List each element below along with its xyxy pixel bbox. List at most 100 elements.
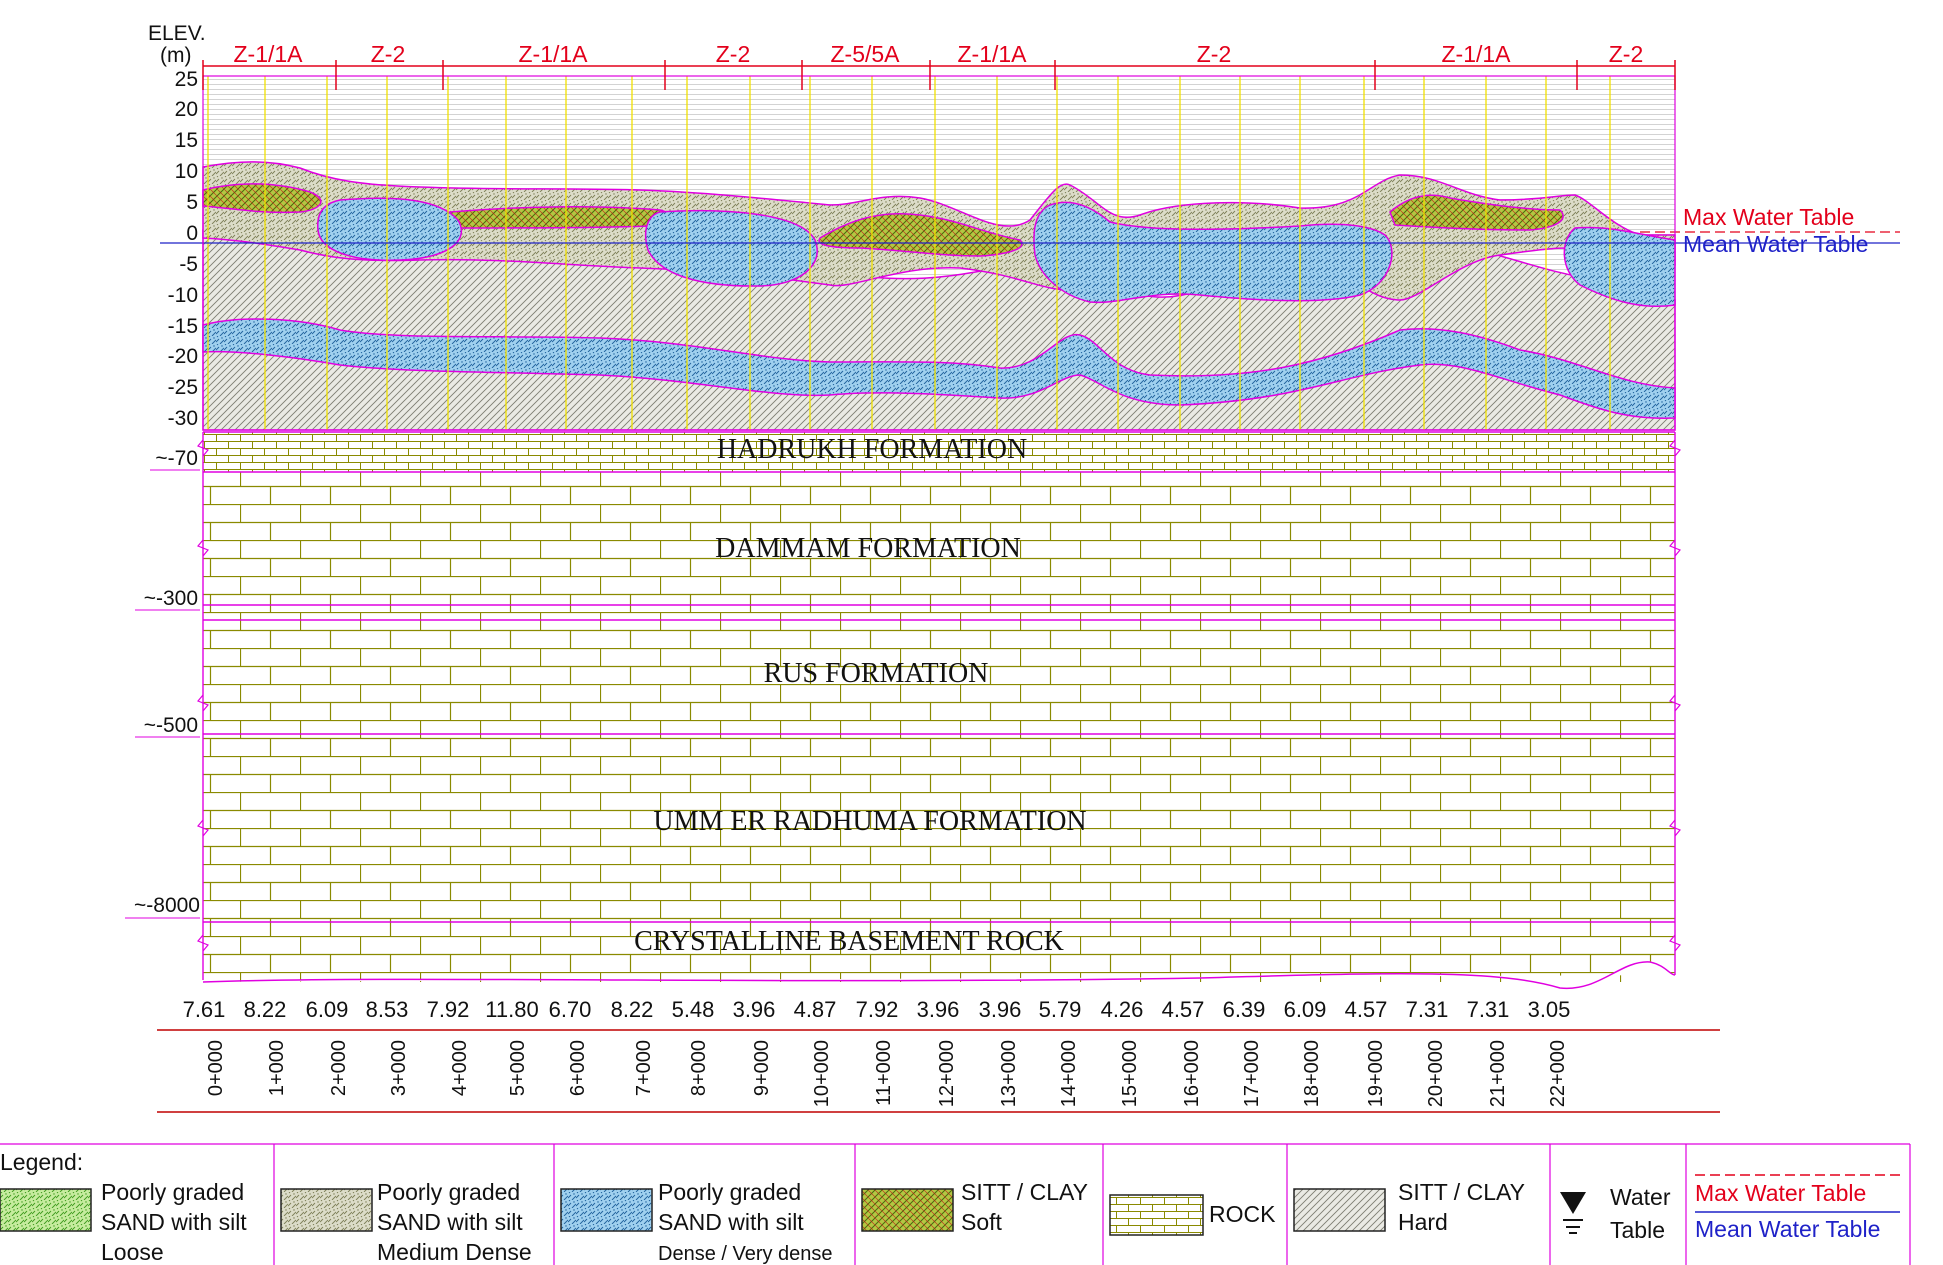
depth-value: 5.79 [1039, 997, 1082, 1022]
legend-swatch-clay-soft [861, 1188, 954, 1232]
depth-value: 8.22 [611, 997, 654, 1022]
legend-text: Poorly graded [377, 1179, 520, 1205]
elev-tick: -20 [168, 345, 198, 368]
legend-swatch-rock [1109, 1194, 1204, 1236]
legend-text: SITT / CLAY [961, 1179, 1088, 1205]
layer-clay-soft-1 [202, 183, 322, 214]
chainage-label: 4+000 [449, 1040, 471, 1096]
elev-tick: -30 [168, 407, 198, 430]
legend-text: Dense / Very dense [658, 1243, 833, 1265]
legend-text: Water [1610, 1184, 1671, 1210]
chainage-label: 21+000 [1487, 1040, 1509, 1107]
elev-tick: -5 [179, 253, 198, 276]
break-marks [197, 439, 1681, 952]
formation-label-umm-er-radhuma: UMM ER RADHUMA FORMATION [653, 806, 1086, 837]
chainage-label: 16+000 [1181, 1040, 1203, 1107]
elev-tick: 0 [186, 222, 198, 245]
chainage-label: 3+000 [388, 1040, 410, 1096]
depth-value: 4.57 [1345, 997, 1388, 1022]
chainage-label: 7+000 [633, 1040, 655, 1096]
zone-label: Z-2 [371, 41, 406, 67]
borehole-lines [207, 76, 1611, 430]
depth-value: 7.92 [427, 997, 470, 1022]
zone-label: Z-5/5A [830, 41, 900, 67]
elev-tick: 10 [175, 160, 198, 183]
legend-text: Poorly graded [101, 1179, 244, 1205]
elev-tick: 5 [186, 191, 198, 214]
water-table-icon [1560, 1192, 1586, 1234]
chainage-label: 12+000 [936, 1040, 958, 1107]
depth-value: 6.39 [1223, 997, 1266, 1022]
layer-sand-dense-2 [644, 209, 818, 287]
legend-text: Poorly graded [658, 1179, 801, 1205]
depth-value: 8.53 [366, 997, 409, 1022]
zone-labels: Z-1/1A Z-2 Z-1/1A Z-2 Z-5/5A Z-1/1A Z-2 … [233, 41, 1643, 67]
legend-text: Hard [1398, 1209, 1448, 1235]
layer-sand-dense-1 [317, 197, 463, 261]
depth-value: 4.26 [1101, 997, 1144, 1022]
elev-tick: 15 [175, 129, 198, 152]
zone-label: Z-2 [1609, 41, 1644, 67]
chainage-label: 19+000 [1365, 1040, 1387, 1107]
legend-swatch-sand-dense [560, 1188, 653, 1232]
elev-tick: 20 [175, 98, 198, 121]
legend: Legend: Poorly graded SAND with silt Loo… [0, 1143, 1911, 1265]
layer-clay-soft-2 [449, 206, 672, 229]
depth-value: 7.61 [183, 997, 226, 1022]
formation-label-hadrukh: HADRUKH FORMATION [717, 434, 1027, 465]
legend-swatch-sand-loose [0, 1188, 92, 1232]
zone-label: Z-2 [1197, 41, 1232, 67]
depth-value: 5.48 [672, 997, 715, 1022]
legend-text: Medium Dense [377, 1239, 532, 1265]
legend-text: Loose [101, 1239, 164, 1265]
elev-tick: -10 [168, 284, 198, 307]
depth-value: 6.09 [1284, 997, 1327, 1022]
legend-swatch-sand-medium [280, 1188, 373, 1232]
depth-value: 6.70 [549, 997, 592, 1022]
formation-boundaries [202, 431, 1676, 980]
depth-row: 7.61 8.22 6.09 8.53 7.92 11.80 6.70 8.22… [183, 997, 1571, 1022]
legend-text: SAND with silt [101, 1209, 247, 1235]
chainage-label: 18+000 [1301, 1040, 1323, 1107]
zone-label: Z-1/1A [957, 41, 1027, 67]
legend-text: ROCK [1209, 1201, 1276, 1227]
legend-mean-water-table: Mean Water Table [1695, 1216, 1880, 1242]
zone-label: Z-1/1A [1441, 41, 1511, 67]
water-table-labels: Max Water Table Mean Water Table [1683, 204, 1868, 257]
chainage-row: 0+000 1+000 2+000 3+000 4+000 5+000 6+00… [157, 1029, 1720, 1113]
chainage-label: 17+000 [1241, 1040, 1263, 1107]
legend-text: SAND with silt [377, 1209, 523, 1235]
chainage-label: 5+000 [507, 1040, 529, 1096]
chainage-label: 15+000 [1119, 1040, 1141, 1107]
depth-value: 3.05 [1528, 997, 1571, 1022]
depth-value: 7.31 [1467, 997, 1510, 1022]
chainage-label: 13+000 [998, 1040, 1020, 1107]
deep-rock-section [197, 431, 1681, 990]
deep-elev-tick: ~-500 [144, 714, 198, 737]
deep-elev-tick: ~-300 [144, 587, 198, 610]
shallow-section [160, 75, 1900, 431]
chainage-label: 0+000 [205, 1040, 227, 1096]
chainage-label: 1+000 [266, 1040, 288, 1096]
depth-value: 3.96 [979, 997, 1022, 1022]
formation-labels: HADRUKH FORMATION DAMMAM FORMATION RUS F… [634, 434, 1087, 957]
depth-value: 8.22 [244, 997, 287, 1022]
depth-value: 6.09 [306, 997, 349, 1022]
chainage-label: 2+000 [328, 1040, 350, 1096]
legend-max-water-table: Max Water Table [1695, 1180, 1866, 1206]
depth-value: 4.57 [1162, 997, 1205, 1022]
formation-label-rus: RUS FORMATION [764, 658, 989, 689]
zone-label: Z-1/1A [518, 41, 588, 67]
formation-label-dammam: DAMMAM FORMATION [715, 533, 1021, 564]
legend-text: SITT / CLAY [1398, 1179, 1525, 1205]
chainage-label: 10+000 [811, 1040, 833, 1107]
max-water-table-label: Max Water Table [1683, 204, 1854, 230]
depth-value: 11.80 [485, 997, 538, 1022]
elev-tick: 25 [175, 68, 198, 91]
legend-text: Soft [961, 1209, 1003, 1235]
depth-value: 7.92 [856, 997, 899, 1022]
elev-label: ELEV. [148, 22, 206, 45]
zone-label: Z-2 [716, 41, 751, 67]
legend-text: Table [1610, 1217, 1665, 1243]
